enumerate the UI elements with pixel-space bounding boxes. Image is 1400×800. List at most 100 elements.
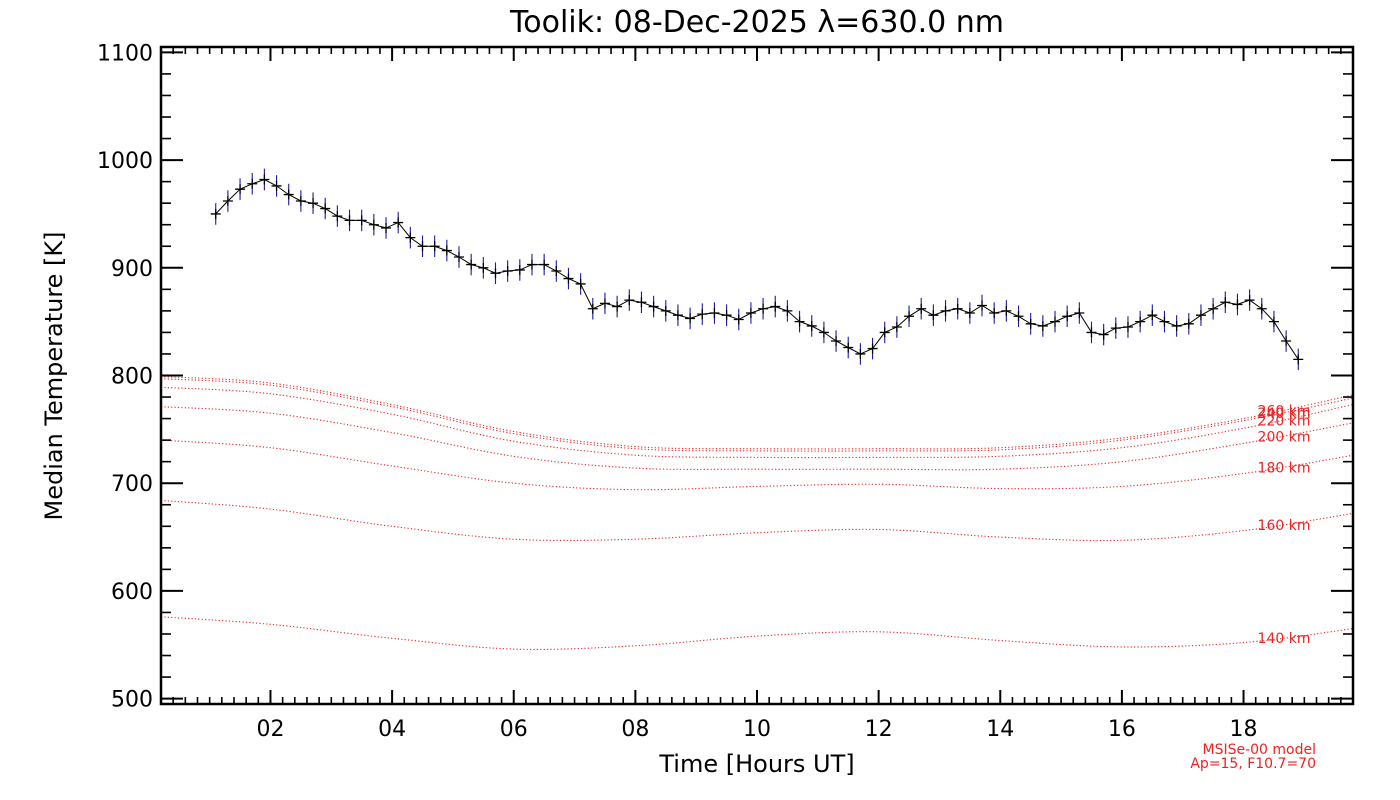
data-point [1001,305,1012,316]
data-point [855,348,866,359]
data-point [222,196,233,207]
data-point [1244,295,1255,306]
data-point [1037,320,1048,331]
data-point [599,298,610,309]
data-point [1268,316,1279,327]
data-point [891,322,902,333]
temperature-line [215,178,1299,360]
model-curve-label: 240 km [1258,406,1311,422]
model-curve-label: 180 km [1258,460,1311,476]
data-point [964,308,975,319]
data-point [879,327,890,338]
data-point [685,313,696,324]
data-point [271,180,282,191]
model-curve-240km [160,378,1354,452]
axis-ticks: 02 04 06 08 10 12 14 16 18 500 600 700 800 900 1000 110… [97,41,1354,742]
data-point [612,301,623,312]
data-point [1098,329,1109,340]
data-point [235,184,246,195]
data-point [904,311,915,322]
model-curve-label: 200 km [1258,430,1311,446]
x-tick-label: 08 [621,717,649,742]
data-point [1183,318,1194,329]
data-point [368,219,379,230]
model-note: MSISe-00 model [1202,742,1316,758]
data-point [1062,311,1073,322]
data-point [721,310,732,321]
data-point [1122,322,1133,333]
data-point [429,241,440,252]
data-point [393,217,404,228]
data-point [928,310,939,321]
y-tick-label: 800 [111,365,153,390]
data-point [1050,316,1060,327]
model-curve-260km [160,376,1354,450]
data-point [295,196,306,207]
data-point [356,215,367,226]
data-point [454,252,464,263]
data-point [1013,311,1024,322]
data-point [867,343,878,354]
data-point [1220,297,1231,308]
model-curve-label: 220 km [1258,413,1311,429]
data-point [1074,308,1085,319]
data-point [977,300,988,311]
data-point [551,266,562,277]
data-point [1232,299,1243,310]
data-point [770,301,781,312]
model-curve-label: 260 km [1258,404,1311,420]
data-point [1208,303,1219,314]
data-point [308,198,319,209]
data-point [648,301,659,312]
model-curve-140km [160,616,1354,650]
data-point [210,208,221,219]
data-point [1171,320,1182,331]
y-tick-label: 600 [111,580,153,605]
data-point [660,305,671,316]
data-point [806,320,817,331]
model-curve-200km [160,406,1354,471]
model-params-note: Ap=15, F10.7=70 [1190,756,1316,772]
data-point [405,232,416,243]
data-point [1110,323,1121,334]
data-point [563,273,574,284]
y-tick-label: 500 [111,688,153,713]
data-point [1025,318,1036,329]
data-point [782,305,793,316]
model-curve-180km [160,439,1354,491]
data-point [745,308,756,319]
measured-series [210,168,1304,371]
x-tick-label: 04 [378,717,406,742]
data-point [466,259,477,270]
data-point [672,310,683,321]
chart-title: Toolik: 08-Dec-2025 λ=630.0 nm [509,5,1004,40]
x-axis-label: Time [Hours UT] [658,750,854,778]
data-point [539,259,550,270]
data-point [758,303,769,314]
x-tick-label: 02 [256,717,284,742]
y-axis-label: Median Temperature [K] [40,231,68,520]
data-point [320,203,331,214]
data-point [332,211,343,222]
x-tick-label: 06 [500,717,528,742]
data-point [1159,316,1170,327]
x-tick-label: 12 [865,717,893,742]
data-point [697,309,708,320]
data-point [916,303,927,314]
data-point [259,174,270,185]
data-point [478,262,489,273]
data-point [940,305,951,316]
x-tick-label: 16 [1108,717,1136,742]
data-point [794,316,805,327]
model-curve-label: 160 km [1258,518,1311,534]
data-point [587,303,598,314]
data-point [1086,327,1097,338]
data-point [1147,310,1158,321]
model-curve-220km [160,386,1354,459]
data-point [818,327,829,338]
model-curve-label: 140 km [1258,631,1311,647]
data-point [952,303,963,314]
data-point [989,308,1000,319]
data-point [1195,310,1206,321]
x-tick-label: 14 [986,717,1014,742]
